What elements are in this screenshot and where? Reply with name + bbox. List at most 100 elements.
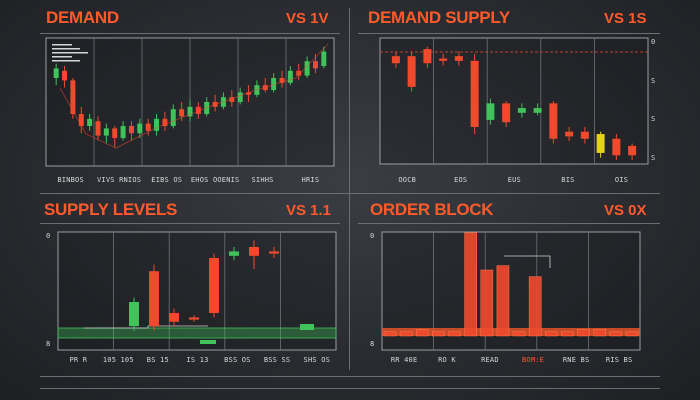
candle-body — [287, 70, 293, 83]
x-tick-label: BSS SS — [263, 356, 291, 364]
candle-body — [87, 118, 93, 126]
candle-body — [145, 123, 151, 131]
candlestick-chart — [379, 37, 649, 165]
x-tick-label: 105 105 — [102, 356, 134, 364]
mid-rule-left — [40, 223, 340, 224]
y-tick-label: 8 — [370, 340, 375, 348]
panel-subtitle: VS 1S — [604, 10, 647, 27]
candle-body — [391, 56, 400, 64]
y-tick-label: 0 — [46, 232, 51, 240]
candle-body — [549, 103, 558, 139]
candle-body — [407, 56, 416, 87]
x-tick-label: EIBS OS — [151, 176, 183, 184]
bar — [383, 331, 397, 337]
candle-body — [62, 70, 68, 81]
bar — [545, 331, 558, 337]
candle-body — [321, 51, 327, 66]
y-tick-label: 0 — [651, 38, 656, 46]
supply-zone — [57, 327, 337, 339]
x-tick-label: BOM:E — [522, 356, 545, 364]
x-tick-label: EHOS OOENIS — [190, 176, 240, 184]
bar — [561, 331, 574, 337]
candle-body — [454, 56, 463, 61]
order-block-zone — [382, 328, 640, 336]
candle-body — [112, 128, 118, 138]
y-tick-label: 0 — [370, 232, 375, 240]
candle-body — [78, 114, 84, 126]
bar — [432, 331, 445, 337]
annotation-text-line — [52, 56, 72, 58]
annotation-text-line — [52, 48, 80, 50]
candle-body — [162, 118, 168, 126]
panel-title: DEMAND — [46, 8, 119, 27]
candle-body — [149, 271, 159, 327]
x-tick-label: READ — [481, 356, 499, 364]
x-tick-label: BIS — [561, 176, 575, 184]
panel-title: ORDER BLOCK — [370, 200, 494, 219]
candle-body — [209, 258, 219, 313]
candle-body — [533, 108, 542, 113]
candle-body — [312, 61, 318, 69]
bar — [609, 331, 623, 337]
candle-body — [470, 60, 479, 127]
candle-body — [187, 106, 193, 117]
x-tick-label: PR R — [69, 356, 88, 364]
x-tick-label: HRIS — [301, 176, 320, 184]
candle-body — [53, 68, 59, 78]
panel-title: DEMAND SUPPLY — [368, 8, 510, 27]
candle-body — [580, 131, 589, 139]
y-tick-label: S — [651, 76, 656, 85]
candle-body — [103, 128, 109, 136]
x-tick-label: BS 15 — [146, 356, 169, 364]
candle-body — [249, 247, 259, 256]
zone-marker — [300, 324, 314, 330]
candlestick-chart — [57, 231, 337, 351]
bar — [625, 331, 639, 337]
bar — [480, 269, 494, 337]
x-tick-labels: RR 40E RO K READ BOM:E RNE BS RIS BS — [382, 356, 640, 366]
x-tick-label: OIS — [614, 176, 629, 184]
bar — [496, 265, 510, 337]
candle-body — [271, 78, 277, 90]
bar — [448, 331, 461, 337]
candle-body — [246, 92, 252, 95]
candle-body — [195, 106, 201, 114]
candle-body — [237, 92, 243, 102]
bar — [416, 329, 429, 337]
x-tick-label: RO K — [438, 356, 456, 364]
candle-body — [229, 251, 239, 256]
top-rule-left — [40, 33, 340, 34]
candle-body — [565, 131, 574, 137]
bar — [577, 329, 590, 337]
candle-body — [179, 109, 185, 117]
zone-marker — [200, 340, 216, 344]
candle-body — [628, 145, 637, 156]
candle-body — [137, 123, 143, 134]
bottom-rule-1 — [40, 376, 660, 377]
y-tick-label: S — [651, 115, 656, 124]
x-tick-label: BINBOS — [57, 176, 84, 184]
candle-body — [502, 103, 511, 123]
trend-line — [59, 43, 329, 149]
candle-body — [296, 70, 302, 76]
candle-body — [517, 108, 526, 113]
panel-subtitle: VS 1.1 — [286, 202, 332, 219]
candle-body — [170, 109, 176, 126]
candle-body — [129, 302, 139, 327]
annotation-text-line — [52, 44, 72, 46]
bar — [528, 276, 542, 337]
bottom-rule-2 — [40, 388, 660, 389]
candle-body — [120, 126, 126, 138]
plot-frame — [379, 37, 649, 165]
x-tick-label: SIHHS — [251, 176, 274, 184]
panel-subtitle: VS 0X — [604, 202, 647, 219]
candle-body — [128, 126, 134, 134]
x-tick-label: RNE BS — [562, 356, 590, 364]
x-tick-label: EUS — [507, 176, 521, 184]
annotation-line — [504, 255, 551, 268]
panel-title: SUPPLY LEVELS — [44, 200, 178, 219]
x-tick-labels: OOCB EOS EUS BIS OIS — [380, 176, 648, 186]
x-tick-label: IS 13 — [186, 356, 209, 364]
candle-body — [70, 80, 76, 114]
